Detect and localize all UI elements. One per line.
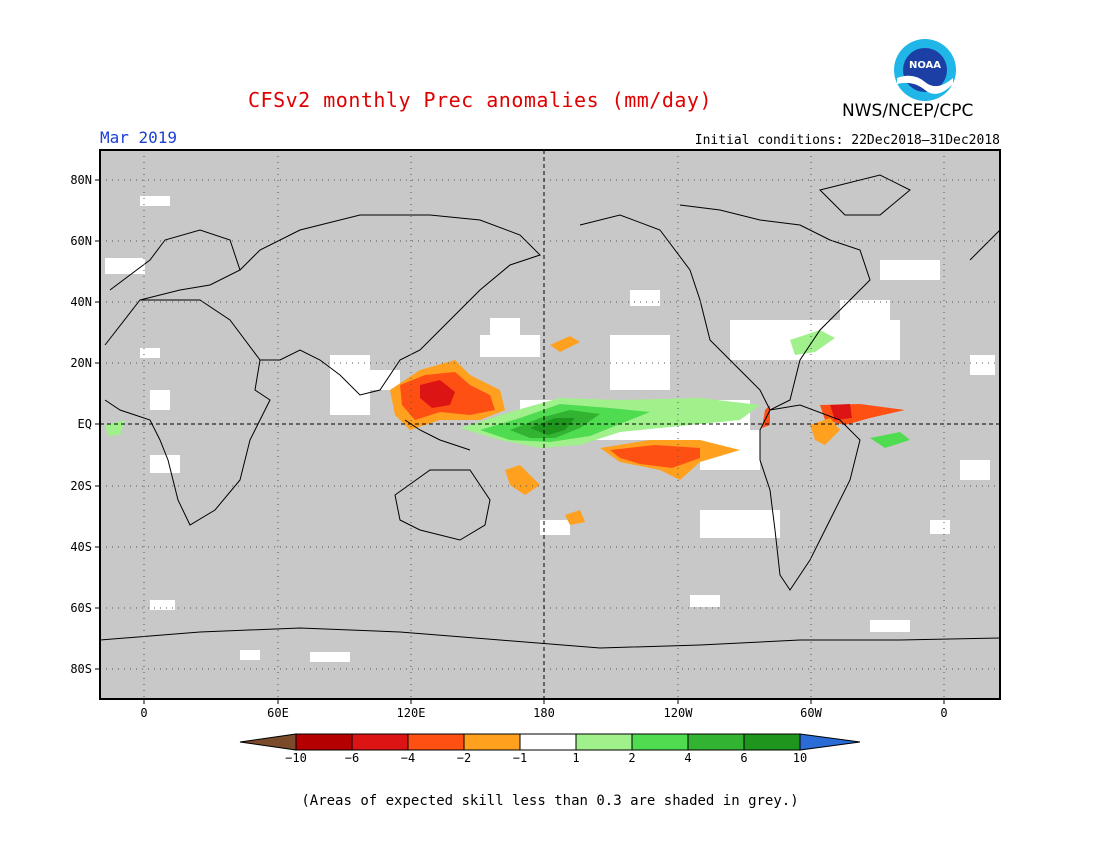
lat-label: 20N (70, 356, 92, 370)
colorbar-swatch (575, 733, 633, 751)
colorbar-swatch (687, 733, 745, 751)
colorbar-label: −6 (344, 751, 360, 765)
forecast-month: Mar 2019 (100, 128, 178, 147)
lat-label: 60S (70, 601, 92, 615)
lat-label: 20S (70, 479, 92, 493)
lon-label: 180 (533, 706, 555, 720)
noaa-logo-text: NOAA (909, 60, 941, 71)
lat-label: 80N (70, 173, 92, 187)
colorbar-label: −10 (285, 751, 307, 765)
lon-label: 120E (396, 706, 426, 720)
lon-label: 120W (663, 706, 693, 720)
lat-label: 60N (70, 234, 92, 248)
chart-title: CFSv2 monthly Prec anomalies (mm/day) (247, 88, 713, 112)
lon-label: 0 (940, 706, 948, 720)
neutral-patches (105, 196, 995, 662)
colorbar-swatch (631, 733, 689, 751)
colorbar-swatch (519, 733, 577, 751)
agency-label: NWS/NCEP/CPC (842, 101, 974, 121)
colorbar-label: 6 (740, 751, 748, 765)
colorbar-swatch (463, 733, 521, 751)
lon-label: 60W (800, 706, 822, 720)
lon-label: 0 (140, 706, 148, 720)
initial-conditions: Initial conditions: 22Dec2018–31Dec2018 (694, 133, 1000, 148)
lat-label: 80S (70, 662, 92, 676)
colorbar-swatch (295, 733, 353, 751)
coastlines (99, 174, 1001, 649)
skill-footnote: (Areas of expected skill less than 0.3 a… (301, 793, 799, 809)
colorbar-arrow-low (239, 733, 297, 751)
wet-anomalies (105, 330, 910, 448)
colorbar-label: 2 (628, 751, 636, 765)
colorbar-arrow-high (799, 733, 861, 751)
colorbar-swatch (351, 733, 409, 751)
noaa-logo: NOAA (894, 39, 956, 101)
tick-marks (95, 179, 945, 704)
colorbar-label: −1 (512, 751, 528, 765)
colorbar-label: 10 (792, 751, 808, 765)
lat-label: 40S (70, 540, 92, 554)
lat-label: EQ (77, 417, 92, 431)
colorbar (239, 733, 861, 751)
colorbar-label: 4 (684, 751, 692, 765)
colorbar-label: −4 (400, 751, 416, 765)
graticule (100, 150, 1000, 699)
lon-label: 60E (267, 706, 289, 720)
colorbar-label: −2 (456, 751, 472, 765)
colorbar-label: 1 (572, 751, 580, 765)
colorbar-swatch (743, 733, 801, 751)
lat-label: 40N (70, 295, 92, 309)
colorbar-swatch (407, 733, 465, 751)
